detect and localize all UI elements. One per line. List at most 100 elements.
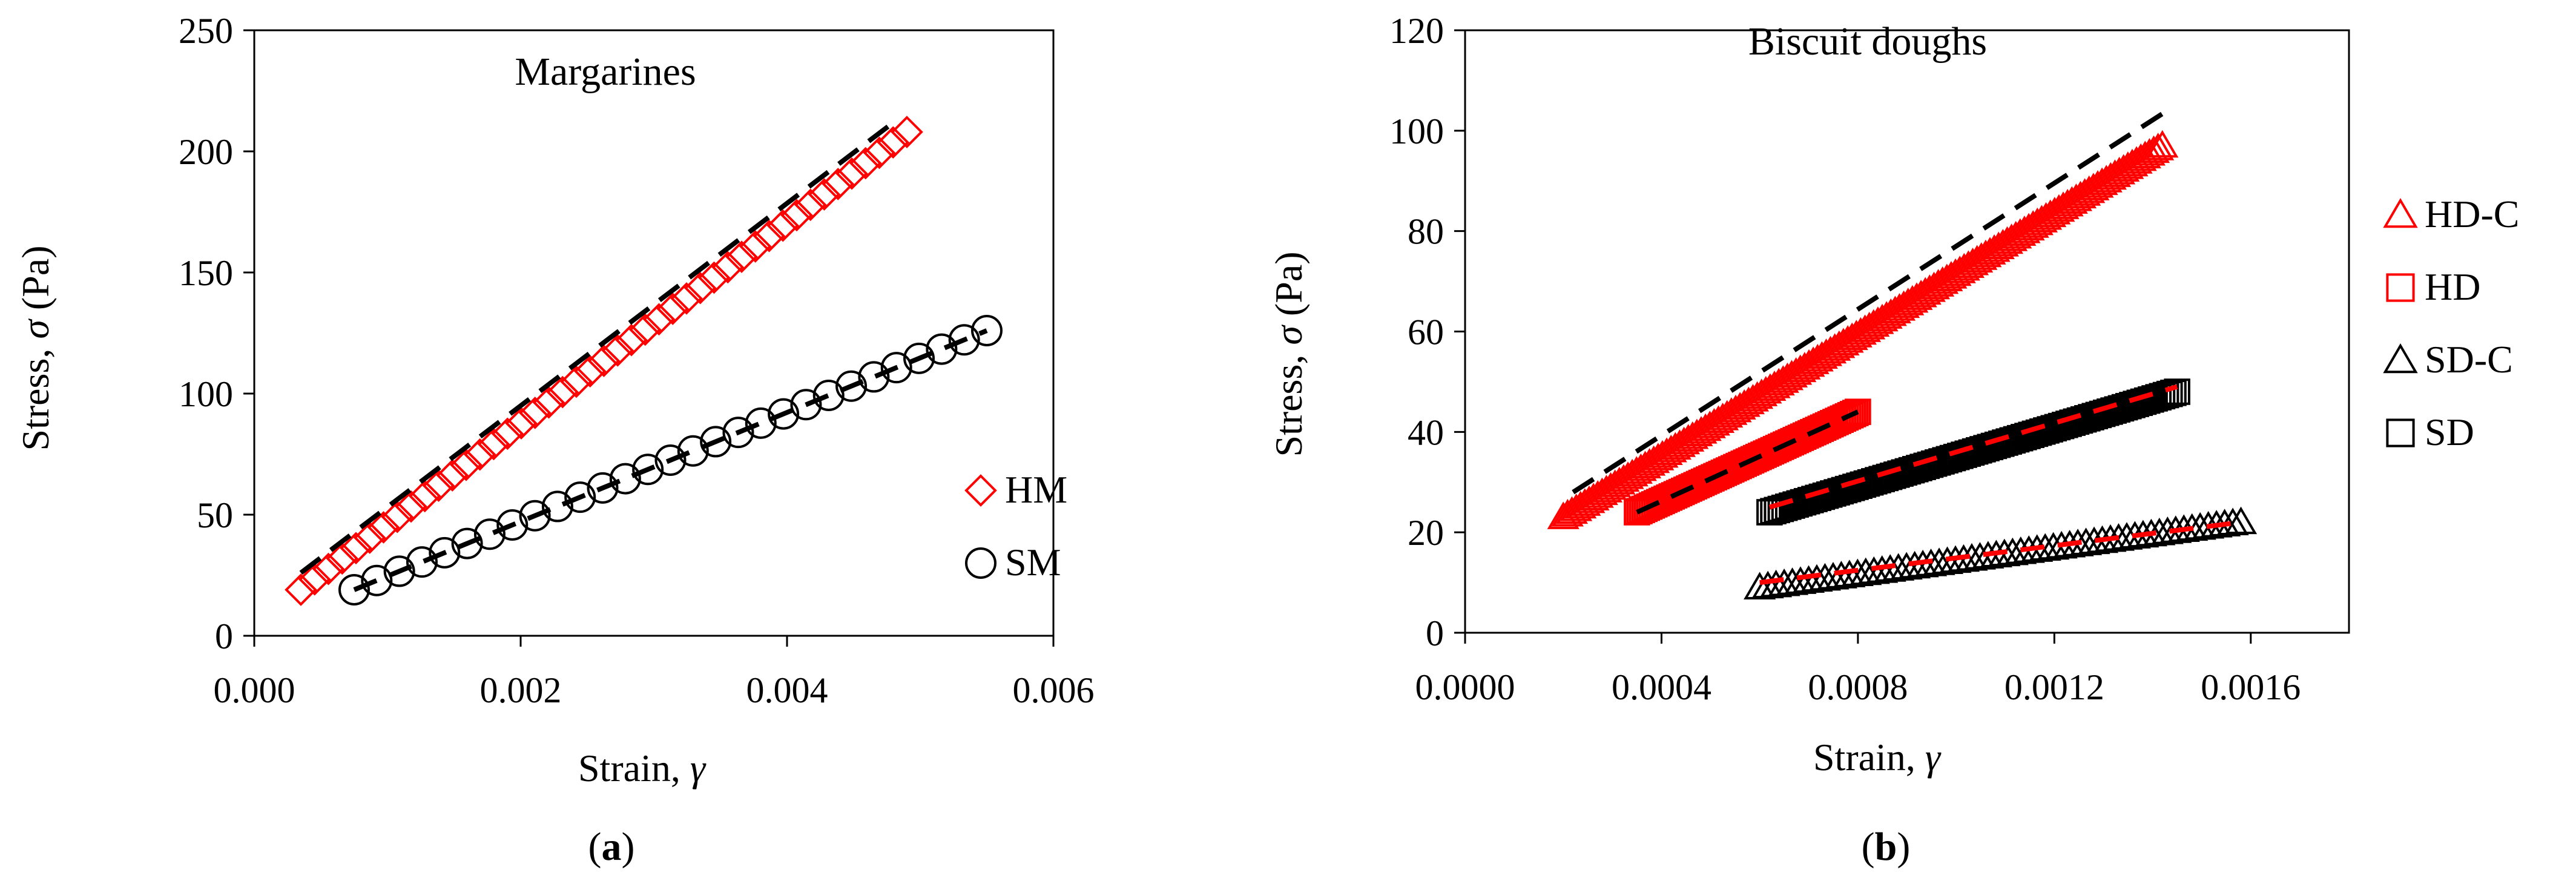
data-point — [745, 407, 777, 439]
y-tick-label: 20 — [1408, 513, 1444, 553]
panel-label: (a) — [588, 825, 635, 869]
data-point — [642, 303, 676, 336]
data-point — [1633, 448, 1666, 476]
data-point — [1693, 411, 1726, 438]
legend-label: HM — [1005, 468, 1067, 511]
data-point — [1590, 475, 1622, 503]
data-point — [1780, 357, 1813, 385]
data-point — [903, 342, 935, 374]
legend-entry: HD — [2386, 265, 2480, 308]
legend-entry: SM — [965, 541, 1061, 584]
data-point — [395, 490, 427, 523]
data-point — [1624, 453, 1657, 481]
legend-entry: SD — [2386, 411, 2474, 454]
legend-label: SD-C — [2425, 338, 2513, 381]
legend-marker — [2386, 418, 2415, 447]
data-point — [2047, 191, 2080, 219]
data-point — [1892, 288, 1925, 315]
data-point — [2224, 506, 2258, 535]
data-point — [858, 361, 890, 393]
data-point — [2129, 140, 2161, 168]
data-point — [656, 292, 690, 325]
data-point — [1823, 330, 1856, 358]
data-point — [1793, 349, 1825, 377]
data-point — [285, 573, 317, 606]
data-point — [1888, 290, 1920, 318]
data-point — [587, 472, 619, 504]
data-point — [2103, 156, 2136, 185]
legend-entry: SD-C — [2383, 338, 2513, 381]
data-point — [1961, 245, 1994, 273]
data-point — [863, 136, 896, 170]
data-point — [2025, 205, 2058, 233]
data-point — [2098, 159, 2132, 187]
data-point — [1943, 256, 1976, 283]
data-point — [849, 147, 882, 180]
y-tick-label: 100 — [179, 374, 233, 414]
y-tick-label: 100 — [1389, 111, 1444, 151]
y-tick-label: 250 — [179, 11, 233, 51]
x-tick-label: 0.0012 — [2004, 667, 2104, 707]
data-point — [1629, 450, 1662, 479]
data-point — [768, 398, 800, 430]
data-point — [739, 230, 772, 263]
data-point — [1750, 375, 1782, 404]
data-point — [2090, 165, 2123, 193]
data-point — [2060, 183, 2092, 211]
data-point — [1736, 384, 1770, 412]
data-point — [2051, 188, 2084, 217]
data-point — [697, 261, 731, 294]
data-point — [2112, 151, 2144, 179]
series-hm — [285, 116, 923, 606]
y-tick-label: 80 — [1408, 212, 1444, 252]
data-point — [2120, 146, 2153, 174]
y-tick-label: 60 — [1408, 312, 1444, 352]
data-point — [1978, 234, 2011, 262]
data-point — [1840, 320, 1873, 348]
data-point — [1612, 461, 1644, 489]
data-point — [2142, 133, 2175, 160]
data-point — [406, 546, 438, 578]
data-point — [1874, 298, 1907, 326]
series-sd — [1756, 378, 2190, 526]
x-axis-label: Strain, γ — [578, 747, 707, 790]
data-point — [1991, 226, 2024, 254]
data-point — [1741, 381, 1774, 409]
data-point — [587, 345, 621, 377]
data-point — [1836, 322, 1868, 351]
data-point — [312, 552, 345, 586]
y-tick-label: 40 — [1408, 412, 1444, 452]
data-point — [450, 448, 483, 481]
data-point — [1573, 485, 1606, 513]
data-point — [1715, 397, 1748, 425]
data-point — [2000, 220, 2032, 249]
legend-marker — [2383, 198, 2418, 228]
data-point — [573, 355, 607, 388]
data-point — [2043, 194, 2075, 222]
data-point — [1560, 493, 1593, 521]
data-point — [1569, 488, 1601, 516]
data-point — [1805, 341, 1838, 369]
data-point — [381, 500, 414, 533]
legend-label: HD-C — [2425, 193, 2519, 236]
data-point — [1926, 266, 1959, 294]
plot-frame — [253, 29, 1055, 637]
data-point — [1827, 328, 1860, 355]
data-point — [835, 157, 868, 190]
data-point — [1775, 360, 1808, 388]
data-point — [1685, 416, 1718, 444]
data-point — [609, 463, 641, 495]
chart-biscuit-doughs: Biscuit doughs Strain, γ Stress, σ (Pa) … — [1267, 11, 2519, 869]
x-tick-label: 0.0004 — [1612, 667, 1711, 707]
data-point — [1667, 426, 1701, 455]
data-point — [541, 490, 573, 523]
data-point — [1848, 314, 1882, 342]
legend-marker — [964, 474, 997, 507]
data-point — [1702, 405, 1735, 433]
data-point — [700, 426, 732, 458]
data-point — [1681, 418, 1713, 447]
data-point — [436, 459, 469, 492]
data-point — [353, 521, 386, 554]
data-point — [1814, 335, 1847, 364]
legend-entry: HM — [964, 468, 1067, 511]
